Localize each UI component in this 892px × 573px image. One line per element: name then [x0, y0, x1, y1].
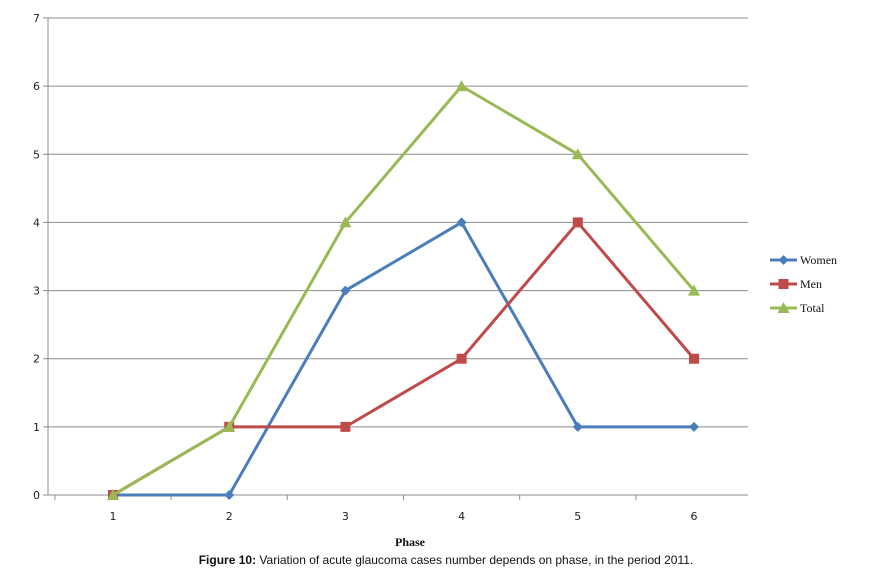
- data-point-total: [688, 284, 700, 296]
- legend-marker-total: [777, 302, 790, 313]
- data-point-total: [107, 489, 119, 500]
- x-tick-label: 5: [574, 510, 581, 523]
- data-point-women: [689, 421, 699, 432]
- y-tick-label: 6: [33, 80, 40, 93]
- data-point-men: [340, 421, 351, 432]
- x-tick-label: 6: [691, 510, 698, 523]
- legend-label-men: Men: [800, 277, 822, 291]
- data-point-total: [455, 80, 468, 92]
- x-tick-label: 1: [110, 510, 117, 523]
- y-tick-labels: 0 1 2 3 4 5 6 7: [33, 12, 40, 502]
- caption-label: Figure 10:: [198, 553, 257, 567]
- y-tick-label: 4: [33, 216, 40, 229]
- y-tick-label: 0: [33, 489, 40, 502]
- x-tick-labels: 1 2 3 4 5 6: [110, 510, 698, 523]
- data-point-men: [572, 217, 583, 228]
- data-point-women: [456, 217, 467, 228]
- y-tick-label: 5: [33, 148, 40, 161]
- series-line-women: [113, 220, 694, 497]
- legend-label-total: Total: [800, 301, 825, 315]
- data-point-women: [224, 490, 235, 500]
- gridlines: [48, 17, 748, 428]
- y-tick-label: 3: [33, 285, 40, 298]
- legend-label-women: Women: [800, 253, 837, 267]
- y-tick-label: 1: [33, 421, 40, 434]
- series-line-total: [112, 84, 696, 497]
- caption-text: Variation of acute glaucoma cases number…: [256, 553, 694, 567]
- figure-caption: Figure 10: Variation of acute glaucoma c…: [0, 553, 892, 567]
- data-point-men: [456, 353, 467, 364]
- series-group: [107, 80, 700, 500]
- data-point-women: [340, 285, 351, 296]
- y-tick-label: 7: [33, 12, 40, 25]
- series-total: [107, 80, 700, 500]
- data-point-total: [571, 148, 584, 160]
- data-point-total: [339, 216, 352, 228]
- legend-marker-men: [778, 279, 789, 289]
- legend-item-women: Women: [770, 253, 837, 267]
- x-tick-label: 4: [458, 510, 465, 523]
- x-tick-label: 3: [342, 510, 349, 523]
- legend-item-men: Men: [770, 277, 822, 291]
- data-point-men: [689, 353, 699, 364]
- data-point-women: [572, 421, 583, 432]
- data-point-total: [223, 420, 236, 432]
- legend: Women Men Total: [770, 253, 837, 315]
- legend-marker-women: [778, 255, 789, 265]
- x-axis-title: Phase: [395, 535, 426, 549]
- legend-item-total: Total: [770, 301, 825, 315]
- x-tick-label: 2: [226, 510, 233, 523]
- y-tick-label: 2: [33, 353, 40, 366]
